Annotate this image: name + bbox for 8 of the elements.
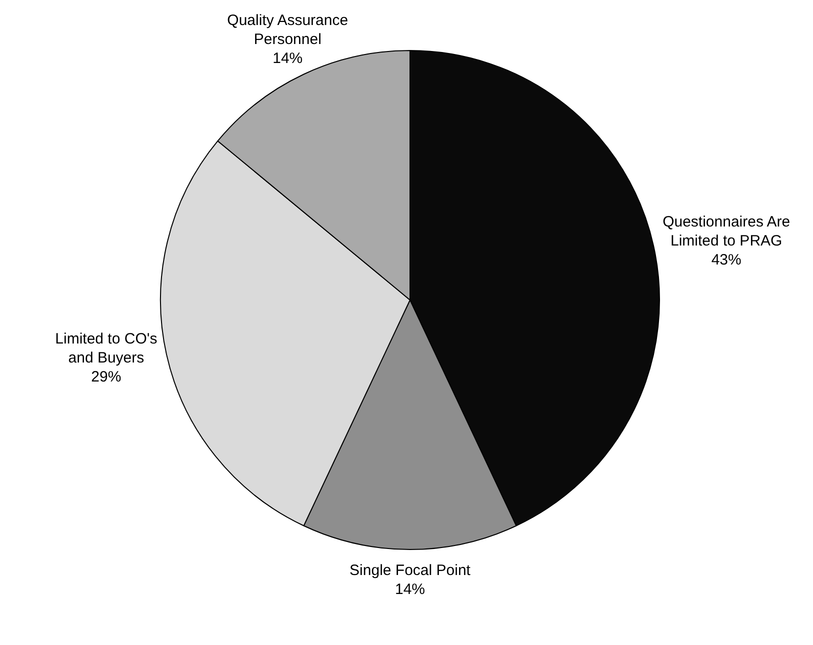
slice-label: Questionnaires Are Limited to PRAG	[662, 214, 790, 250]
data-label: 43%	[711, 252, 742, 269]
data-label: 29%	[91, 368, 122, 386]
slice-label: Limited to CO's and Buyers	[55, 330, 158, 367]
slice-label: Single Focal Point	[350, 562, 472, 580]
slice-label: Quality Assurance Personnel	[227, 12, 348, 48]
data-label: 14%	[394, 581, 426, 598]
data-label: 14%	[272, 50, 303, 68]
